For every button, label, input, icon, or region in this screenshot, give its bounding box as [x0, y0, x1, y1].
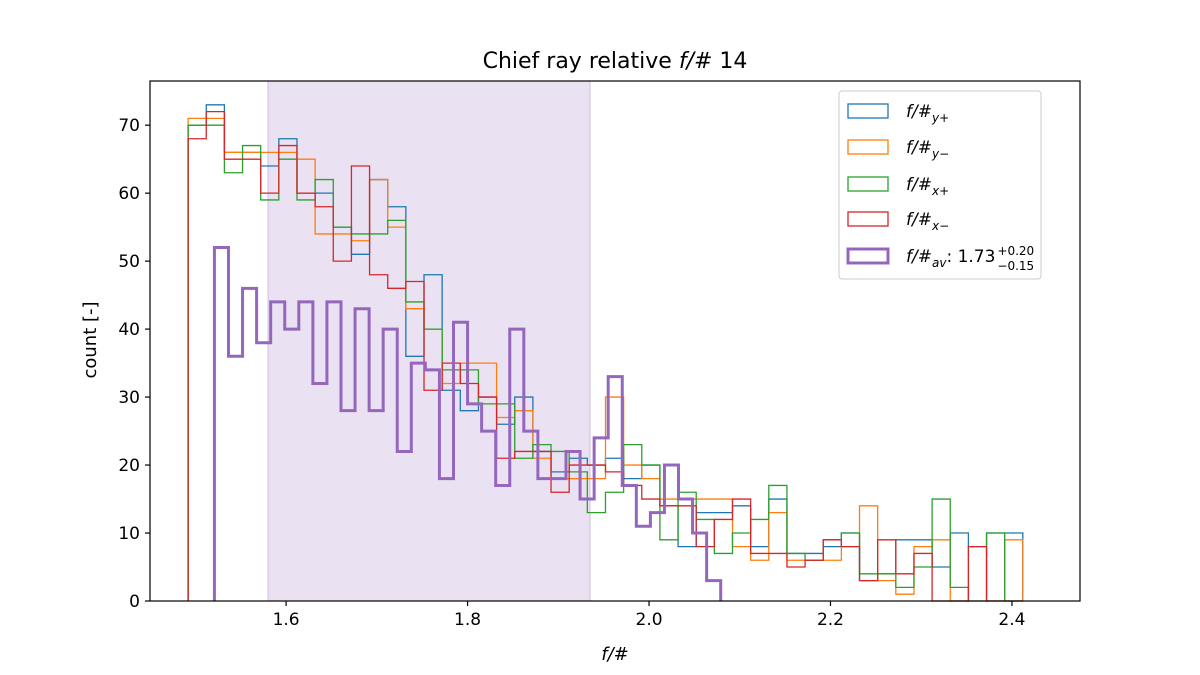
y-tick-label: 40 [118, 320, 140, 340]
y-tick-label: 0 [129, 592, 140, 612]
series-step-5 [212, 246, 723, 601]
axes-frame [149, 80, 1081, 602]
y-tick-label: 20 [118, 456, 140, 476]
legend-entry: f/#x+ [906, 175, 949, 198]
chart-title: Chief ray relative f/# 14 [483, 49, 748, 74]
legend-swatch [847, 211, 889, 227]
legend-entry: f/#y− [906, 138, 949, 161]
legend-swatch [847, 103, 889, 119]
y-tick-label: 50 [118, 252, 140, 272]
y-tick-label: 70 [118, 116, 140, 136]
legend-entry: f/#y+ [906, 102, 949, 125]
x-tick-label: 2.0 [636, 610, 663, 630]
legend-entry: f/#av: 1.73 [906, 247, 995, 270]
plot-area [187, 80, 1024, 602]
legend-swatch [847, 139, 889, 155]
shaded-interval [267, 80, 591, 602]
legend-swatch [847, 176, 889, 192]
legend-upper-error: +0.20 [997, 244, 1034, 258]
legend: f/#y+ f/#y− f/#x+ f/#x− f/#av: 1.73 +0.20−0.1… [838, 90, 1042, 280]
y-tick-label: 60 [118, 184, 140, 204]
axes: 1.6 1.8 2.0 2.2 2.4 0 10 20 30 40 50 60 70 [118, 80, 1081, 630]
x-tick-label: 2.2 [817, 610, 844, 630]
x-axis-label: f/# [601, 644, 628, 665]
legend-lower-error: −0.15 [997, 259, 1034, 273]
legend-entry: f/#x− [906, 210, 949, 233]
x-tick-label: 2.4 [998, 610, 1025, 630]
y-tick-label: 30 [118, 388, 140, 408]
legend-box [838, 90, 1042, 280]
series-step-4 [187, 110, 1023, 602]
legend-swatch [846, 247, 890, 265]
x-tick-label: 1.8 [454, 610, 481, 630]
y-axis-label: count [-] [80, 301, 101, 378]
series-step-3 [187, 124, 1023, 602]
x-tick-label: 1.6 [273, 610, 300, 630]
y-tick-label: 10 [118, 524, 140, 544]
